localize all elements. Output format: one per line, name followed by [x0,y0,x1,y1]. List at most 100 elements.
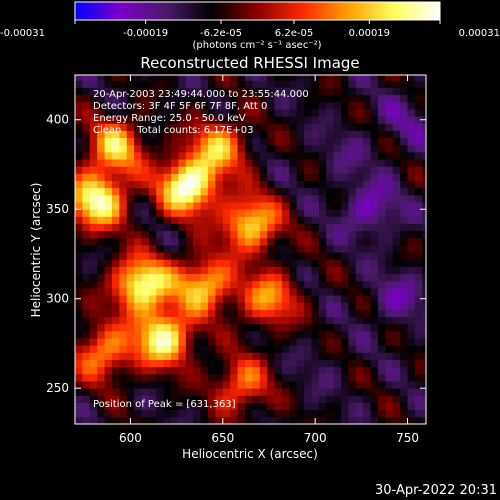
heatmap-cell [97,151,105,160]
heatmap-cell [422,416,426,424]
heatmap-cell [348,302,357,310]
heatmap-cell [422,94,426,103]
heatmap-cell [200,187,209,196]
heatmap-cell [407,137,416,146]
heatmap-cell [82,252,91,260]
heatmap-cell [289,187,298,196]
heatmap-cell [289,373,298,382]
heatmap-cell [126,309,135,318]
heatmap-cell [104,187,113,196]
heatmap-cell [171,151,179,160]
heatmap-cell [311,223,320,232]
heatmap-cell [185,416,194,424]
heatmap-cell [89,302,98,310]
heatmap-cell [348,159,357,167]
heatmap-cell [341,123,349,131]
heatmap-cell [230,366,238,375]
heatmap-cell [185,280,194,289]
heatmap-cell [281,302,290,310]
heatmap-cell [200,116,209,124]
heatmap-cell [370,345,379,353]
heatmap-cell [97,194,105,203]
heatmap-cell [414,123,423,131]
heatmap-cell [111,123,120,131]
heatmap-cell [318,359,327,368]
heatmap-cell [333,366,342,375]
heatmap-cell [252,80,261,88]
heatmap-cell [281,373,290,382]
heatmap-cell [304,94,312,103]
heatmap-cell [341,402,349,411]
heatmap-cell [267,75,275,81]
heatmap-cell [156,166,165,174]
heatmap-cell [163,366,172,375]
colorbar-tick-label: -0.00019 [123,28,168,39]
heatmap-cell [185,137,194,146]
heatmap-cell [156,202,165,210]
heatmap-cell [148,209,157,217]
heatmap-cell [156,80,165,88]
heatmap-cell [274,187,283,196]
heatmap-cell [296,130,305,139]
heatmap-cell [311,323,320,332]
heatmap-cell [326,130,335,139]
heatmap-cell [208,130,216,139]
heatmap-cell [237,144,246,153]
heatmap-cell [193,116,202,124]
heatmap-cell [163,237,172,246]
heatmap-cell [318,237,327,246]
heatmap-cell [400,194,408,203]
heatmap-cell [333,223,342,232]
heatmap-cell [304,202,312,210]
heatmap-cell [296,345,305,353]
heatmap-cell [230,273,238,282]
heatmap-cell [244,416,253,424]
heatmap-cell [296,273,305,282]
heatmap-cell [333,116,342,124]
heatmap-cell [407,187,416,196]
heatmap-cell [348,151,357,160]
heatmap-cell [178,173,187,181]
heatmap-cell [215,266,224,275]
heatmap-cell [134,230,142,239]
heatmap-cell [193,402,202,411]
heatmap-cell [407,352,416,360]
heatmap-cell [208,316,216,325]
heatmap-cell [407,359,416,368]
heatmap-cell [97,402,105,411]
heatmap-cell [171,366,179,375]
heatmap-cell [163,180,172,189]
heatmap-cell [348,202,357,210]
heatmap-cell [407,259,416,267]
heatmap-cell [134,187,142,196]
heatmap-cell [230,352,238,360]
heatmap-cell [82,80,91,88]
heatmap-cell [400,187,408,196]
heatmap-cell [363,395,371,403]
heatmap-cell [400,173,408,181]
heatmap-cell [97,273,105,282]
heatmap-cell [178,388,187,396]
heatmap-cell [363,237,371,246]
heatmap-cell [171,259,179,267]
heatmap-cell [222,259,231,267]
heatmap-cell [289,359,298,368]
heatmap-cell [392,295,401,303]
heatmap-cell [134,395,142,403]
heatmap-cell [355,295,364,303]
heatmap-cell [252,151,261,160]
heatmap-cell [326,166,335,174]
heatmap-cell [281,166,290,174]
heatmap-cell [185,345,194,353]
heatmap-cell [333,273,342,282]
heatmap-cell [363,137,371,146]
heatmap-cell [75,209,83,217]
heatmap-cell [134,345,142,353]
heatmap-cell [185,316,194,325]
heatmap-cell [237,323,246,332]
heatmap-cell [111,352,120,360]
heatmap-cell [392,123,401,131]
heatmap-cell [148,130,157,139]
heatmap-cell [407,109,416,117]
heatmap-cell [289,109,298,117]
